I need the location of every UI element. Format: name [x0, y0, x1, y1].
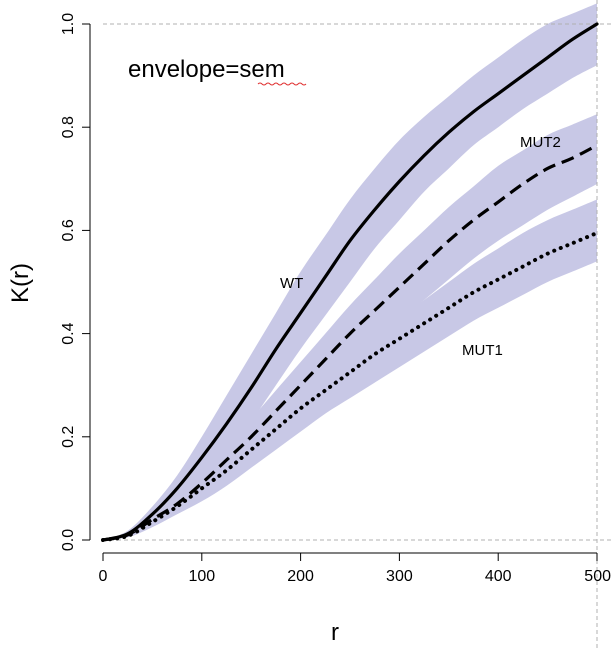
series-label-wt: WT [280, 275, 303, 292]
y-axis-title: K(r) [7, 263, 34, 303]
series-label-mut2: MUT2 [520, 134, 561, 151]
y-tick-label: 0.6 [60, 219, 77, 241]
x-tick-label: 0 [99, 568, 108, 585]
envelope-band-mut1 [103, 199, 597, 540]
x-tick-label: 200 [287, 568, 314, 585]
y-tick-label: 0.4 [60, 322, 77, 344]
x-axis-title: r [331, 619, 339, 646]
plot-frame [103, 0, 612, 650]
series-line-mut2 [102, 143, 598, 542]
x-tick-label: 100 [188, 568, 215, 585]
x-tick-label: 300 [386, 568, 413, 585]
series-line-mut1 [101, 230, 599, 542]
y-tick-label: 0.8 [60, 116, 77, 138]
axes: 0.0 0.2 0.4 0.6 0.8 1.0 0 100 200 300 400 500 [60, 13, 611, 585]
envelope-annotation: envelope=sem [128, 56, 285, 83]
x-tick-label: 500 [584, 568, 611, 585]
series-lines [101, 22, 599, 542]
y-tick-label: 0.0 [60, 529, 77, 551]
y-tick-label: 1.0 [60, 13, 77, 35]
spellcheck-underline [257, 82, 307, 86]
envelope-band-mut2 [103, 114, 597, 541]
series-line-wt [101, 22, 599, 542]
series-label-mut1: MUT1 [462, 342, 503, 359]
envelope-bands [103, 3, 597, 541]
x-tick-label: 400 [485, 568, 512, 585]
envelope-band-wt [103, 3, 597, 541]
y-tick-label: 0.2 [60, 426, 77, 448]
